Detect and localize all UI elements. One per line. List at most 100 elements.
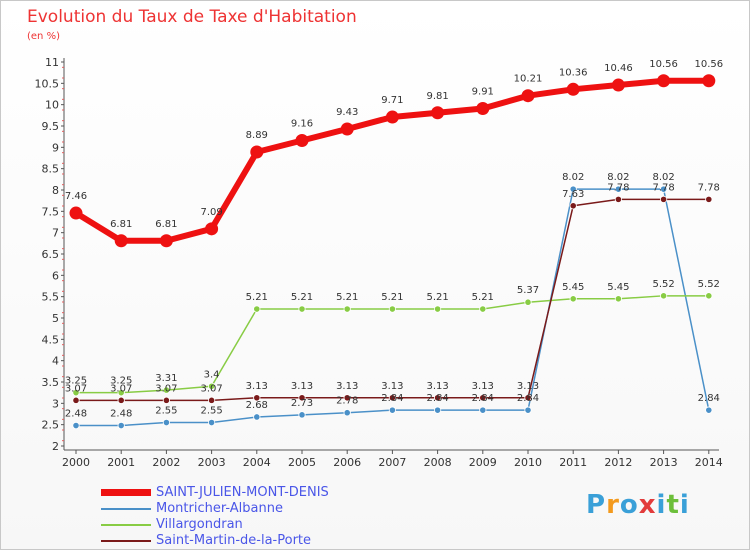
x-tick-label: 2011 [559, 456, 587, 469]
x-tick-label: 2002 [152, 456, 180, 469]
data-point-montricher-albanne [388, 406, 396, 414]
data-point-saint-martin-de-la-porte [705, 195, 713, 203]
data-label-montricher-albanne: 8.02 [607, 172, 629, 183]
data-point-saint-julien-mont-denis [340, 122, 354, 136]
y-tick-label: 3 [52, 397, 59, 410]
data-label-saint-julien-mont-denis: 9.91 [472, 87, 494, 98]
data-point-saint-martin-de-la-porte [614, 195, 623, 203]
data-label-villargondran: 5.45 [607, 282, 629, 293]
data-labels-layer: 2.48 2.48 2.55 2.55 2.68 2.73 2.78 2.84 2.84 2.84… [65, 59, 723, 420]
data-label-saint-martin-de-la-porte: 7.78 [698, 182, 720, 193]
data-label-villargondran: 5.52 [698, 279, 720, 290]
data-label-saint-martin-de-la-porte: 3.13 [291, 381, 313, 392]
data-label-montricher-albanne: 2.78 [336, 396, 358, 407]
data-label-montricher-albanne: 2.84 [698, 393, 720, 404]
data-label-saint-julien-mont-denis: 10.56 [694, 59, 723, 70]
data-label-saint-martin-de-la-porte: 3.13 [336, 381, 358, 392]
data-label-saint-julien-mont-denis: 8.89 [246, 130, 268, 141]
data-point-villargondran [524, 298, 532, 306]
data-label-saint-martin-de-la-porte: 7.78 [607, 182, 629, 193]
data-label-saint-julien-mont-denis: 6.81 [155, 219, 177, 230]
y-tick-label: 4 [52, 355, 59, 368]
data-label-montricher-albanne: 8.02 [562, 172, 584, 183]
data-point-saint-martin-de-la-porte [388, 394, 396, 402]
y-tick-label: 6 [52, 269, 59, 282]
data-label-villargondran: 5.45 [562, 282, 584, 293]
y-tick-label: 11 [45, 56, 59, 69]
data-label-montricher-albanne: 2.84 [426, 393, 448, 404]
x-tick-label: 2000 [62, 456, 90, 469]
logo-letter: o [619, 490, 639, 520]
x-tick-label: 2004 [243, 456, 271, 469]
data-label-saint-julien-mont-denis: 9.71 [381, 95, 403, 106]
x-tick-label: 2007 [378, 456, 406, 469]
y-tick-label: 2.5 [42, 419, 60, 432]
data-point-villargondran [614, 295, 623, 303]
data-point-montricher-albanne [614, 185, 623, 193]
data-label-villargondran: 5.21 [472, 292, 494, 303]
data-point-saint-julien-mont-denis [521, 89, 535, 103]
data-label-montricher-albanne: 2.68 [246, 400, 268, 411]
chart-subtitle: (en %) [27, 31, 60, 42]
data-point-montricher-albanne [208, 418, 216, 427]
data-point-montricher-albanne [479, 406, 487, 414]
data-point-saint-julien-mont-denis [250, 145, 264, 159]
data-point-saint-martin-de-la-porte [659, 195, 668, 203]
data-label-villargondran: 3.4 [204, 369, 220, 380]
y-tick-label: 10 [45, 99, 59, 112]
data-label-villargondran: 5.21 [381, 292, 403, 303]
data-label-montricher-albanne: 2.55 [200, 406, 222, 417]
x-tick-label: 2010 [514, 456, 542, 469]
y-tick-label: 3.5 [42, 376, 60, 389]
data-point-montricher-albanne [659, 185, 668, 193]
legend-label: Montricher-Albanne [156, 501, 283, 516]
x-tick-label: 2008 [424, 456, 452, 469]
data-label-saint-martin-de-la-porte: 3.07 [200, 383, 222, 394]
x-tick-label: 2009 [469, 456, 497, 469]
data-label-saint-julien-mont-denis: 9.81 [426, 91, 448, 102]
data-point-villargondran [705, 292, 713, 300]
data-point-villargondran [208, 382, 216, 390]
data-label-saint-julien-mont-denis: 7.46 [65, 191, 87, 202]
data-label-saint-julien-mont-denis: 7.09 [200, 207, 222, 218]
chart-title: Evolution du Taux de Taxe d'Habitation [27, 7, 357, 27]
data-point-saint-martin-de-la-porte [162, 396, 170, 404]
data-label-saint-martin-de-la-porte: 3.13 [472, 381, 494, 392]
data-point-saint-julien-mont-denis [431, 106, 445, 120]
axes: 2 2.5 3 3.5 4 4.5 5 5.5 6 6.5 7 7.5 8 8.5 9 9.5 10 10.5 11… [35, 56, 723, 469]
y-tick-label: 7.5 [42, 205, 60, 218]
legend-label: Villargondran [156, 517, 243, 532]
y-tick-label: 8 [52, 184, 59, 197]
data-point-saint-martin-de-la-porte [117, 396, 125, 404]
data-point-saint-martin-de-la-porte [253, 394, 261, 402]
data-point-saint-julien-mont-denis [385, 110, 399, 124]
data-label-montricher-albanne: 2.84 [472, 393, 494, 404]
line-chart: 2 2.5 3 3.5 4 4.5 5 5.5 6 6.5 7 7.5 8 8.5 9 9.5 10 10.5 11… [35, 56, 724, 469]
y-tick-label: 10.5 [35, 77, 60, 90]
data-label-saint-martin-de-la-porte: 3.13 [246, 381, 268, 392]
data-label-villargondran: 5.21 [291, 292, 313, 303]
data-label-saint-martin-de-la-porte: 3.13 [517, 381, 539, 392]
data-label-montricher-albanne: 2.48 [110, 409, 132, 420]
data-label-montricher-albanne: 8.02 [652, 172, 674, 183]
data-label-montricher-albanne: 2.84 [517, 393, 539, 404]
legend-label: SAINT-JULIEN-MONT-DENIS [156, 485, 329, 500]
y-tick-label: 8.5 [42, 163, 60, 176]
y-tick-label: 7 [52, 227, 59, 240]
data-label-saint-martin-de-la-porte: 3.13 [381, 381, 403, 392]
logo-letter: i [656, 490, 667, 520]
data-label-saint-julien-mont-denis: 10.36 [559, 67, 588, 78]
logo-letter: P [586, 490, 607, 520]
y-tick-label: 5.5 [42, 291, 60, 304]
data-point-villargondran [298, 305, 306, 313]
data-label-saint-martin-de-la-porte: 7.78 [652, 182, 674, 193]
y-tick-label: 4.5 [42, 333, 60, 346]
y-tick-label: 5 [52, 312, 59, 325]
data-point-saint-julien-mont-denis [295, 134, 309, 148]
data-point-saint-martin-de-la-porte [208, 396, 216, 404]
x-tick-label: 2014 [695, 456, 723, 469]
data-label-saint-julien-mont-denis: 10.21 [514, 74, 543, 85]
data-label-saint-martin-de-la-porte: 7.63 [562, 189, 584, 200]
data-point-montricher-albanne [343, 409, 351, 417]
data-point-montricher-albanne [72, 421, 80, 430]
